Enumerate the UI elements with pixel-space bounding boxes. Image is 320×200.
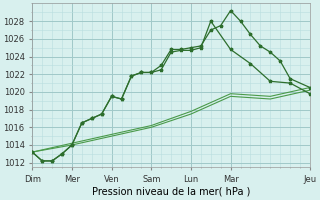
X-axis label: Pression niveau de la mer( hPa ): Pression niveau de la mer( hPa ) <box>92 187 250 197</box>
